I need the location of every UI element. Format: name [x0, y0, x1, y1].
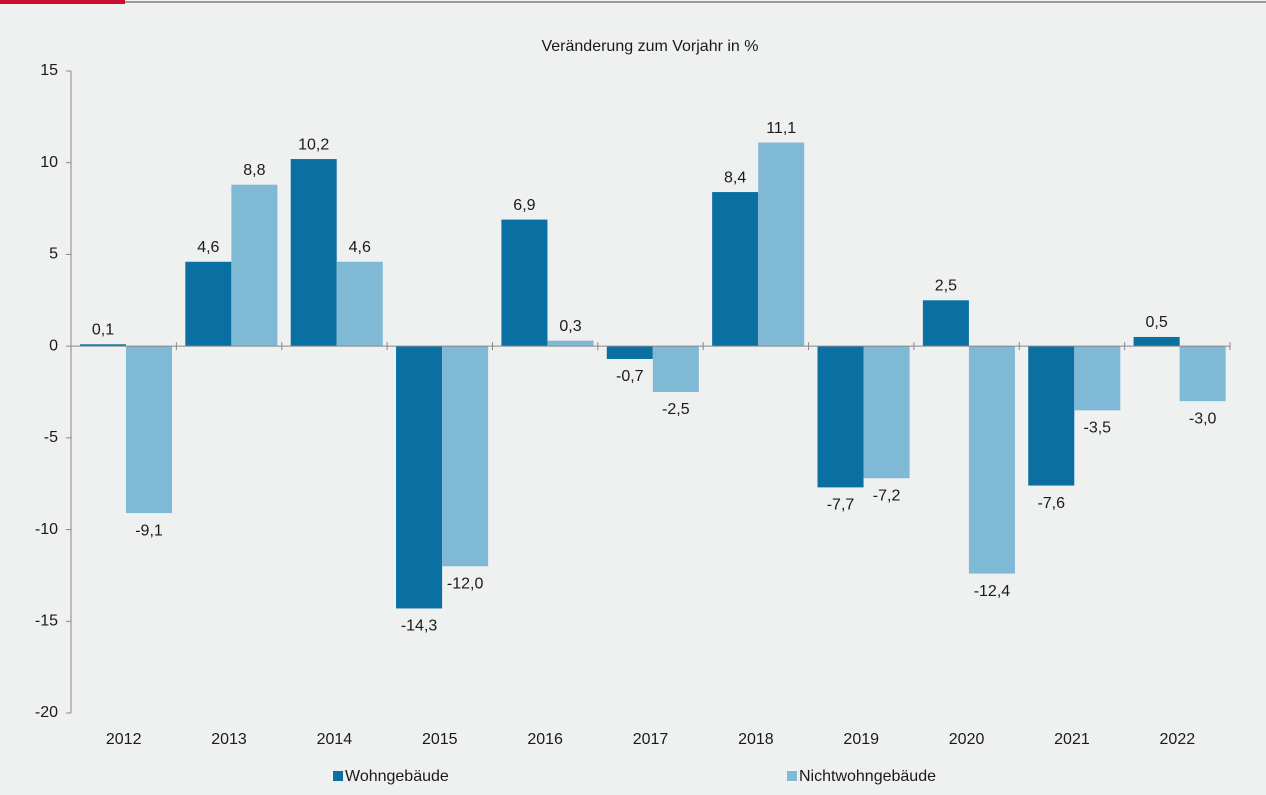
x-tick-label: 2014 — [317, 731, 353, 748]
data-label: -12,0 — [447, 575, 484, 592]
bar — [606, 346, 653, 359]
legend-swatch — [787, 771, 797, 781]
y-tick-label: 10 — [40, 154, 58, 171]
data-label: -9,1 — [135, 522, 163, 539]
y-tick-label: -15 — [35, 613, 58, 630]
y-tick-label: -5 — [44, 429, 58, 446]
bar — [336, 261, 383, 347]
data-label: 4,6 — [197, 239, 219, 256]
bar — [1028, 346, 1075, 486]
y-tick-label: -20 — [35, 704, 58, 721]
x-tick-label: 2013 — [211, 731, 247, 748]
legend-swatch — [333, 771, 343, 781]
bar — [758, 142, 805, 347]
data-label: 8,8 — [243, 162, 265, 179]
data-label: -12,4 — [974, 583, 1011, 600]
x-tick-label: 2022 — [1160, 731, 1196, 748]
x-tick-label: 2015 — [422, 731, 458, 748]
data-label: -0,7 — [616, 368, 644, 385]
x-tick-label: 2019 — [843, 731, 879, 748]
data-label: 2,5 — [935, 278, 957, 295]
data-label: 4,6 — [349, 239, 371, 256]
bar — [79, 344, 126, 347]
x-tick-label: 2017 — [633, 731, 669, 748]
bar — [1133, 336, 1180, 347]
bar — [1074, 346, 1121, 411]
bar — [125, 346, 173, 514]
x-tick-label: 2021 — [1054, 731, 1090, 748]
bar — [652, 346, 699, 392]
legend-label: Wohngebäude — [345, 768, 449, 785]
data-label: 0,5 — [1145, 314, 1167, 331]
bar — [817, 346, 864, 488]
x-tick-label: 2018 — [738, 731, 774, 748]
accent — [0, 0, 125, 4]
data-label: 11,1 — [766, 120, 796, 137]
bar — [1179, 346, 1226, 402]
data-label: -7,7 — [827, 497, 855, 514]
data-label: 8,4 — [724, 169, 746, 186]
bar — [442, 346, 489, 567]
bar — [863, 346, 910, 479]
data-label: -3,5 — [1084, 420, 1112, 437]
y-tick-label: 15 — [40, 62, 58, 79]
bar — [968, 346, 1015, 574]
data-label: 10,2 — [298, 136, 329, 153]
bar — [290, 159, 337, 347]
data-label: -7,2 — [873, 487, 901, 504]
data-label: -2,5 — [662, 401, 690, 418]
bar — [712, 192, 759, 347]
y-tick-label: -10 — [35, 521, 58, 538]
x-tick-label: 2012 — [106, 731, 142, 748]
data-label: 0,3 — [559, 318, 581, 335]
bar — [396, 346, 443, 609]
x-tick-label: 2016 — [527, 731, 563, 748]
data-label: -14,3 — [401, 618, 438, 635]
bar — [231, 184, 278, 347]
data-label: -7,6 — [1037, 495, 1065, 512]
bar — [922, 300, 969, 347]
chart-title: Veränderung zum Vorjahr in % — [541, 38, 758, 55]
data-label: 0,1 — [92, 322, 114, 339]
y-tick-label: 5 — [49, 246, 58, 263]
bar — [501, 219, 548, 347]
legend-label: Nichtwohngebäude — [799, 768, 936, 785]
data-label: -3,0 — [1189, 410, 1217, 427]
y-tick-label: 0 — [49, 337, 58, 354]
bar — [547, 340, 594, 347]
bar — [185, 261, 232, 347]
top-rule — [0, 1, 1266, 3]
data-label: 6,9 — [513, 197, 535, 214]
x-tick-label: 2020 — [949, 731, 985, 748]
